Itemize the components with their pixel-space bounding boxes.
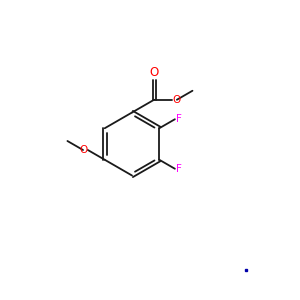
- Text: F: F: [176, 164, 182, 174]
- Text: O: O: [173, 95, 181, 105]
- Text: F: F: [176, 114, 182, 124]
- Text: O: O: [79, 145, 87, 155]
- Text: O: O: [149, 66, 159, 79]
